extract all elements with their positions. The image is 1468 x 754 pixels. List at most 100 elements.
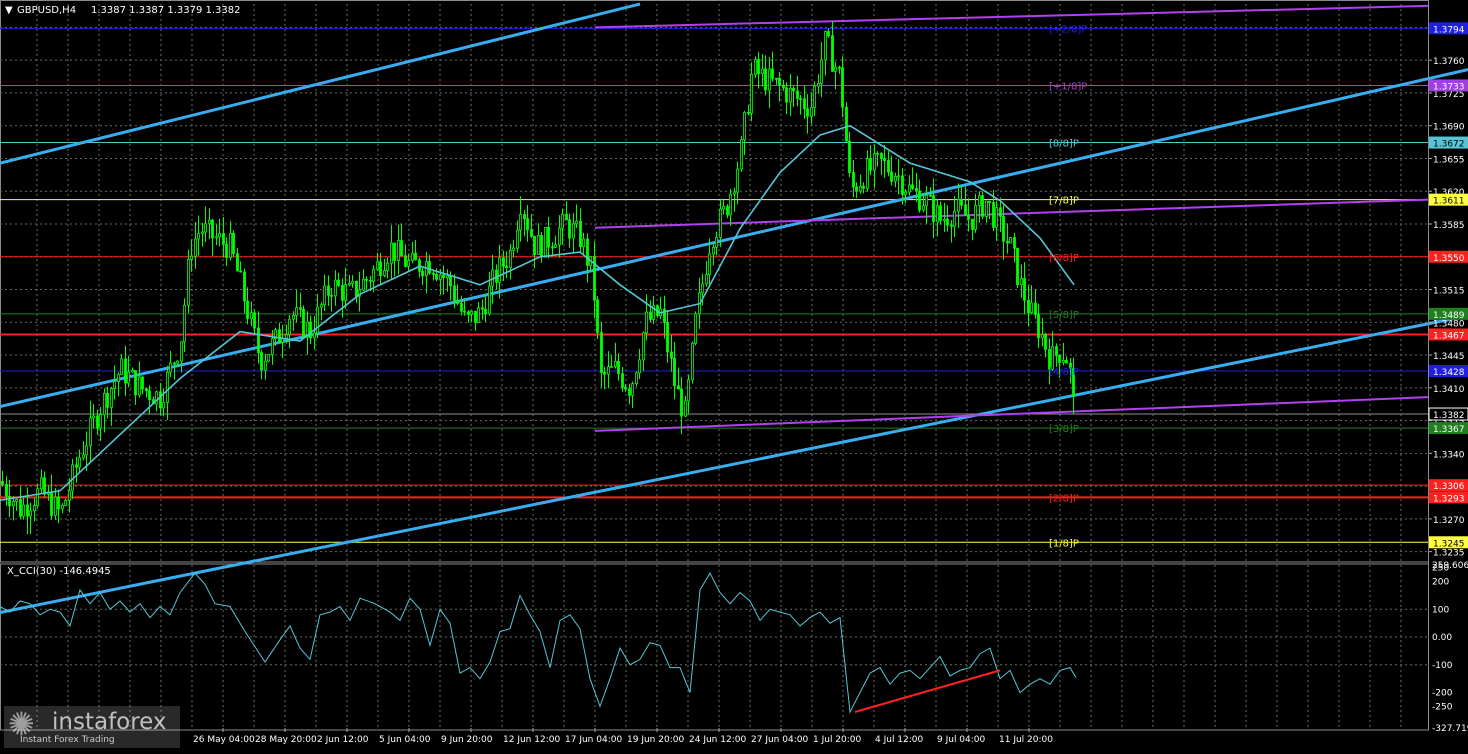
candle-body [131, 370, 134, 373]
candle-body [820, 59, 823, 84]
candle-body [981, 195, 984, 217]
cci-tick-label: -250 [1432, 702, 1453, 712]
candle-body [883, 158, 886, 161]
price-level-box [1429, 422, 1468, 435]
candle-body [932, 195, 935, 223]
murrey-level-label: [3/8]P [1049, 424, 1079, 435]
price-level-box [1429, 307, 1468, 320]
price-axis[interactable]: 1.37951.37601.37251.36901.36551.36201.35… [1428, 0, 1465, 728]
candle-body [222, 233, 225, 245]
time-tick-label: 12 Jun 12:00 [503, 735, 560, 745]
candle-body [701, 283, 704, 294]
price-tick-label: 1.3340 [1433, 450, 1465, 460]
cci-tick-label: 250 [1432, 564, 1449, 574]
candle-body [313, 332, 316, 339]
moving-average [0, 124, 1075, 501]
candle-body [901, 175, 904, 195]
candle-body [274, 329, 277, 339]
candle-body [719, 208, 722, 238]
candle-body [379, 261, 382, 276]
candle-body [866, 158, 869, 189]
candle-body [176, 360, 179, 364]
candle-body [306, 321, 309, 338]
candle-body [110, 388, 113, 408]
candle-body [628, 388, 631, 396]
candle-body [957, 198, 960, 212]
candle-body [40, 477, 43, 490]
candle-body [922, 205, 925, 211]
candle-body [600, 332, 603, 373]
candle-body [414, 252, 417, 261]
candles-series [1, 20, 1075, 535]
candle-body [187, 258, 190, 306]
candle-body [78, 457, 81, 468]
price-level-value: 1.3672 [1433, 140, 1465, 150]
candle-body [859, 185, 862, 192]
candle-body [155, 391, 158, 405]
candle-body [246, 300, 249, 319]
price-tick-label: 1.3585 [1433, 221, 1465, 231]
murrey-level-label: [4/8]P [1049, 367, 1079, 378]
candle-body [771, 68, 774, 79]
candle-body [950, 224, 953, 227]
candle-body [1037, 314, 1040, 339]
symbol-menu-arrow[interactable]: ▼ [5, 5, 13, 16]
candle-body [929, 194, 932, 197]
candle-body [92, 415, 95, 419]
candle-body [215, 236, 218, 239]
candle-body [1, 481, 4, 485]
candle-body [285, 334, 288, 339]
candle-body [1044, 334, 1047, 350]
instaforex-watermark: ✺ instaforex Instant Forex Trading [4, 706, 180, 748]
candle-body [607, 366, 610, 375]
murrey-level-label: [+2/8]P [1049, 24, 1087, 35]
candle-body [726, 205, 729, 216]
price-tick-label: 1.3655 [1433, 155, 1465, 165]
price-level-box [1429, 491, 1468, 504]
candle-body [1030, 302, 1033, 314]
candle-body [99, 414, 102, 429]
candle-body [498, 257, 501, 283]
candle-body [271, 338, 274, 355]
candle-body [54, 496, 57, 516]
candle-body [852, 172, 855, 188]
candle-body [988, 200, 991, 203]
time-tick-label: 26 May 04:00 [193, 735, 255, 745]
candle-body [124, 358, 127, 384]
candle-body [330, 294, 333, 297]
murrey-level-label: [6/8]P [1049, 253, 1079, 264]
candle-body [708, 253, 711, 276]
candle-body [544, 227, 547, 258]
candle-body [166, 371, 169, 403]
candle-body [834, 66, 837, 72]
candle-body [362, 278, 365, 291]
time-tick-label: 27 Jun 04:00 [751, 735, 808, 745]
candle-body [635, 372, 638, 384]
candle-body [103, 392, 106, 415]
trend-lines[interactable] [0, 2, 1468, 614]
candle-body [516, 229, 519, 249]
time-tick-label: 24 Jun 12:00 [689, 735, 746, 745]
candle-body [1069, 362, 1072, 369]
candle-body [887, 160, 890, 173]
candle-body [474, 310, 477, 323]
indicator-label: X_CCI(30) -146.4945 [7, 566, 111, 577]
candle-body [302, 308, 305, 338]
cci-grid [0, 563, 1429, 731]
horizontal-levels[interactable] [0, 27, 1428, 543]
candle-body [1013, 237, 1016, 249]
candle-body [939, 205, 942, 221]
candle-body [253, 312, 256, 329]
candle-body [792, 87, 795, 92]
candle-body [278, 329, 281, 343]
candle-body [918, 190, 921, 211]
candle-body [768, 68, 771, 91]
pitchfork-lines[interactable] [594, 4, 1429, 432]
cci-axis[interactable]: 259.6065250 200 100 0.00 -100 -200 -250 -327.71… [1432, 561, 1468, 734]
cci-tick-label: 259.6065 [1432, 561, 1468, 571]
candle-body [162, 402, 165, 409]
time-axis[interactable]: 26 May 04:00 28 May 20:00 2 Jun 12:00 5 Jun… [193, 728, 1053, 745]
candle-body [999, 207, 1002, 217]
